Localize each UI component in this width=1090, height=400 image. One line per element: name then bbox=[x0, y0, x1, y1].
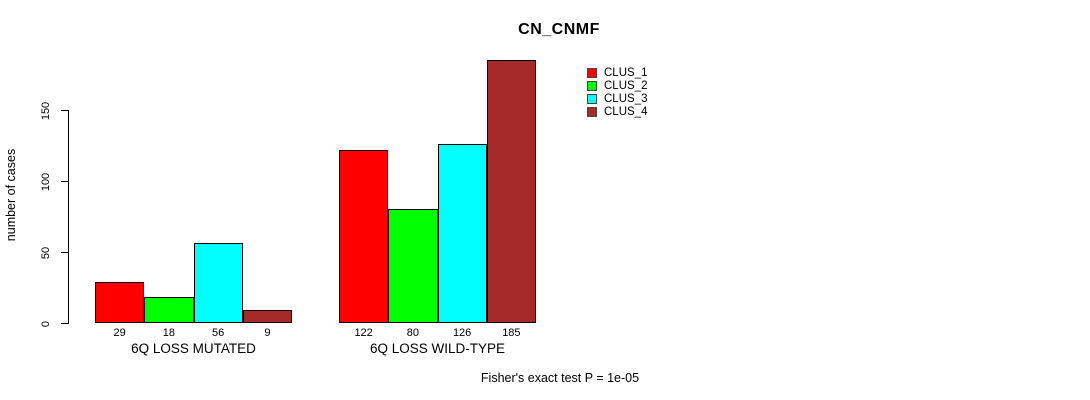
bar-value-label: 185 bbox=[502, 327, 521, 339]
legend-swatch bbox=[587, 94, 597, 104]
bar-clus_4 bbox=[242, 310, 292, 323]
legend-label: CLUS_3 bbox=[604, 93, 648, 105]
bar-value-label: 18 bbox=[162, 327, 175, 339]
chart-title: CN_CNMF bbox=[518, 21, 600, 38]
bar-value-label: 9 bbox=[264, 327, 271, 339]
bar-value-label: 122 bbox=[354, 327, 373, 339]
y-tick-label: 150 bbox=[40, 101, 52, 120]
legend-label: CLUS_4 bbox=[604, 106, 648, 118]
legend-label: CLUS_1 bbox=[604, 67, 648, 79]
bar-clus_2 bbox=[144, 297, 194, 323]
bar-clus_1 bbox=[95, 281, 145, 323]
category-label: 6Q LOSS WILD-TYPE bbox=[369, 341, 506, 356]
y-axis-line bbox=[68, 110, 69, 324]
bar-value-label: 56 bbox=[212, 327, 225, 339]
category-label: 6Q LOSS MUTATED bbox=[131, 341, 256, 356]
y-tick-mark bbox=[61, 181, 68, 182]
bar-value-label: 29 bbox=[113, 327, 126, 339]
bar-value-label: 126 bbox=[452, 327, 472, 339]
y-tick-mark bbox=[61, 110, 68, 111]
bar-clus_3 bbox=[437, 144, 487, 323]
bar-value-label: 80 bbox=[406, 327, 419, 339]
legend-swatch bbox=[587, 107, 597, 117]
legend-swatch bbox=[587, 81, 597, 91]
bar-clus_4 bbox=[486, 60, 536, 323]
y-tick-mark bbox=[61, 323, 68, 324]
bar-clus_1 bbox=[339, 149, 389, 323]
y-axis-label: number of cases bbox=[4, 148, 18, 242]
annotation-text: Fisher's exact test P = 1e-05 bbox=[480, 371, 640, 385]
bar-clus_3 bbox=[193, 243, 243, 323]
y-tick-label: 0 bbox=[40, 320, 52, 327]
y-tick-label: 50 bbox=[40, 246, 52, 259]
y-tick-mark bbox=[61, 252, 68, 253]
y-tick-label: 100 bbox=[40, 172, 52, 191]
legend-label: CLUS_2 bbox=[604, 80, 648, 92]
bar-clus_2 bbox=[388, 209, 438, 323]
legend-swatch bbox=[587, 68, 597, 78]
